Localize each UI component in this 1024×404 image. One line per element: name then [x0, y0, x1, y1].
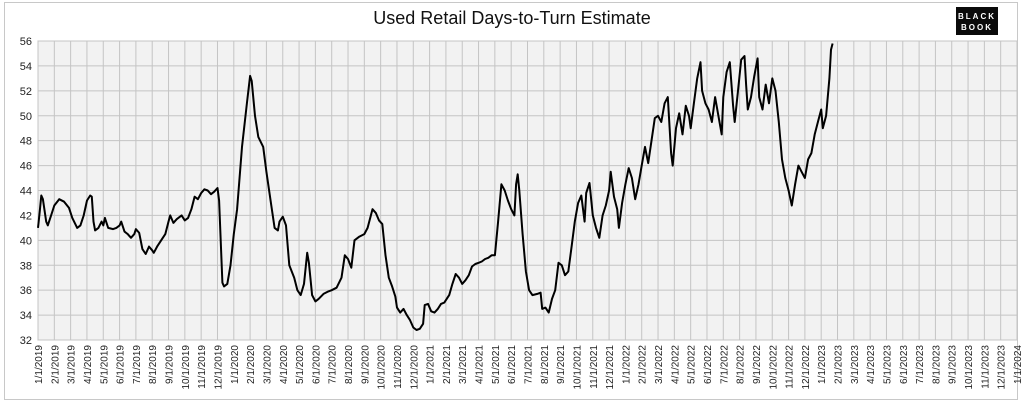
x-tick-label: 1/1/2020	[230, 345, 241, 384]
series-line	[37, 43, 834, 331]
y-tick-label: 34	[20, 310, 32, 322]
x-tick-label: 9/1/2023	[948, 345, 959, 384]
x-tick-label: 1/1/2024	[1013, 345, 1024, 384]
x-tick-label: 4/1/2021	[475, 345, 486, 384]
y-tick-label: 46	[20, 161, 32, 173]
y-tick-label: 56	[20, 36, 32, 48]
x-tick-label: 6/1/2019	[116, 345, 127, 384]
y-tick-label: 54	[20, 61, 32, 73]
x-tick-label: 3/1/2022	[654, 345, 665, 384]
x-tick-label: 11/1/2020	[393, 345, 404, 389]
y-tick-label: 38	[20, 260, 32, 272]
x-tick-label: 3/1/2019	[67, 345, 78, 384]
y-tick-label: 48	[20, 136, 32, 148]
x-tick-label: 11/1/2022	[785, 345, 796, 389]
grid-lines	[37, 40, 1018, 341]
y-tick-label: 52	[20, 86, 32, 98]
y-tick-label: 40	[20, 235, 32, 247]
x-tick-label: 7/1/2023	[915, 345, 926, 384]
x-tick-label: 5/1/2022	[687, 345, 698, 384]
x-tick-label: 9/1/2019	[165, 345, 176, 384]
x-tick-label: 7/1/2021	[524, 345, 535, 384]
x-tick-label: 3/1/2021	[458, 345, 469, 384]
y-tick-label: 44	[20, 186, 32, 198]
x-tick-label: 10/1/2023	[964, 345, 975, 390]
x-tick-label: 5/1/2021	[491, 345, 502, 384]
x-tick-label: 2/1/2021	[442, 345, 453, 384]
black-book-logo: BLACK BOOK	[956, 7, 998, 35]
x-tick-label: 3/1/2020	[262, 345, 273, 384]
x-tick-label: 11/1/2019	[197, 345, 208, 389]
x-tick-label: 8/1/2021	[540, 345, 551, 384]
x-tick-label: 8/1/2019	[148, 345, 159, 384]
x-tick-label: 12/1/2020	[409, 345, 420, 390]
x-tick-label: 11/1/2023	[980, 345, 991, 389]
x-tick-label: 7/1/2020	[328, 345, 339, 384]
x-tick-label: 10/1/2022	[768, 345, 779, 390]
x-tick-label: 6/1/2023	[899, 345, 910, 384]
x-tick-label: 9/1/2020	[360, 345, 371, 384]
x-tick-label: 6/1/2020	[311, 345, 322, 384]
x-tick-label: 5/1/2023	[882, 345, 893, 384]
x-tick-label: 2/1/2023	[834, 345, 845, 384]
y-tick-label: 36	[20, 285, 32, 297]
x-tick-label: 8/1/2022	[736, 345, 747, 384]
y-tick-label: 50	[20, 111, 32, 123]
x-axis-ticks: 1/1/2019 2/1/2019 3/1/2019 4/1/2019 5/1/2019…	[34, 345, 1024, 390]
x-tick-label: 5/1/2019	[99, 345, 110, 384]
x-tick-label: 4/1/2019	[83, 345, 94, 384]
x-tick-label: 2/1/2019	[50, 345, 61, 384]
x-tick-label: 6/1/2021	[507, 345, 518, 384]
x-tick-label: 1/1/2021	[426, 345, 437, 384]
x-tick-label: 5/1/2020	[295, 345, 306, 384]
x-tick-label: 2/1/2020	[246, 345, 257, 384]
x-tick-label: 12/1/2022	[801, 345, 812, 390]
x-tick-label: 10/1/2019	[181, 345, 192, 390]
x-tick-label: 10/1/2020	[377, 345, 388, 390]
x-tick-label: 3/1/2023	[850, 345, 861, 384]
y-tick-label: 42	[20, 210, 32, 222]
logo-line-2: BOOK	[961, 23, 993, 32]
x-tick-label: 4/1/2020	[279, 345, 290, 384]
x-tick-label: 1/1/2019	[34, 345, 45, 384]
x-tick-label: 2/1/2022	[638, 345, 649, 384]
x-tick-label: 12/1/2021	[605, 345, 616, 390]
x-tick-label: 9/1/2022	[752, 345, 763, 384]
x-tick-label: 12/1/2019	[213, 345, 224, 390]
x-tick-label: 11/1/2021	[589, 345, 600, 389]
x-tick-label: 8/1/2023	[931, 345, 942, 384]
x-tick-label: 6/1/2022	[703, 345, 714, 384]
y-tick-label: 32	[20, 335, 32, 347]
x-tick-label: 10/1/2021	[572, 345, 583, 390]
series-layer	[37, 43, 834, 331]
x-tick-label: 7/1/2022	[719, 345, 730, 384]
logo-line-1: BLACK	[958, 12, 996, 21]
x-tick-label: 8/1/2020	[344, 345, 355, 384]
x-tick-label: 1/1/2023	[817, 345, 828, 384]
x-tick-label: 9/1/2021	[556, 345, 567, 384]
x-tick-label: 12/1/2023	[997, 345, 1008, 390]
x-tick-label: 1/1/2022	[621, 345, 632, 384]
y-axis-ticks: 32 34 36 38 40 42 44 46 48 50 52 54 56	[20, 36, 32, 347]
chart-title: Used Retail Days-to-Turn Estimate	[373, 8, 651, 28]
x-tick-label: 4/1/2023	[866, 345, 877, 384]
x-tick-label: 7/1/2019	[132, 345, 143, 384]
x-tick-label: 4/1/2022	[670, 345, 681, 384]
